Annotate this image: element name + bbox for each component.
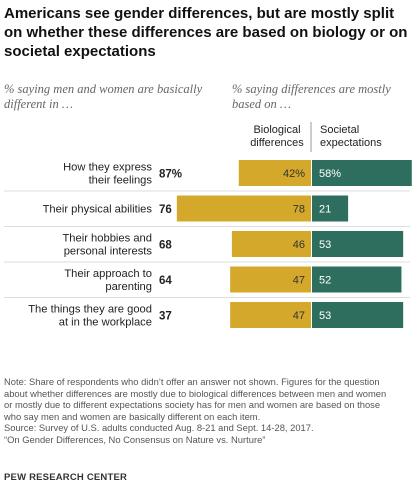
different-value: 68 [159,240,172,252]
bio-value-label: 46 [293,239,305,251]
soc-bar [312,231,404,257]
soc-bar [312,302,404,328]
bio-bar [231,231,311,257]
bio-bar [176,195,311,222]
different-value: 87% [159,169,182,181]
soc-value-label: 52 [319,275,331,287]
note-line: about whether differences are mostly due… [4,387,387,399]
bio-value-label: 42% [283,168,305,180]
chart-title: Americans see gender differences, but ar… [4,5,408,60]
category-label: Their approach to [64,268,152,280]
category-label: Their hobbies and [62,233,152,245]
bio-bar [230,302,311,328]
column-header-societal: Societal expectations [320,124,382,149]
soc-value-label: 21 [319,204,331,216]
note: Note: Share of respondents who didn’t of… [4,376,418,446]
category-label: personal interests [64,246,153,258]
category-label: their feelings [89,175,153,187]
soc-value-label: 53 [319,310,331,322]
note-line: who say men and women are basically diff… [4,410,261,422]
bio-value-label: 78 [293,204,305,216]
note-line: Note: Share of respondents who didn’t of… [4,376,380,387]
bio-bar [238,160,311,186]
different-value: 64 [159,275,172,287]
bio-value-label: 47 [293,275,305,287]
category-label: Their physical abilities [43,204,153,216]
report-title-line: “On Gender Differences, No Consensus on … [4,433,266,445]
different-value: 37 [159,311,172,323]
column-header-biological: Biological differences [250,124,304,149]
source-line: Source: Survey of U.S. adults conducted … [4,422,314,434]
right-subhead: % saying differences are mostly based on… [232,82,391,111]
soc-bar [312,266,402,293]
note-line: or mostly due to different expectations … [4,399,381,411]
category-label: parenting [105,281,152,293]
category-label: The things they are good [28,304,152,316]
footer-brand: PEW RESEARCH CENTER [4,472,128,483]
soc-bar [312,160,412,186]
category-label: How they express [63,162,152,174]
soc-value-label: 58% [319,168,341,180]
different-value: 76 [159,204,172,216]
soc-value-label: 53 [319,239,331,251]
left-subhead: % saying men and women are basically dif… [4,82,203,111]
soc-bar [312,195,349,222]
category-label: at in the workplace [59,317,152,329]
bio-bar [230,266,311,293]
bio-value-label: 47 [293,310,305,322]
